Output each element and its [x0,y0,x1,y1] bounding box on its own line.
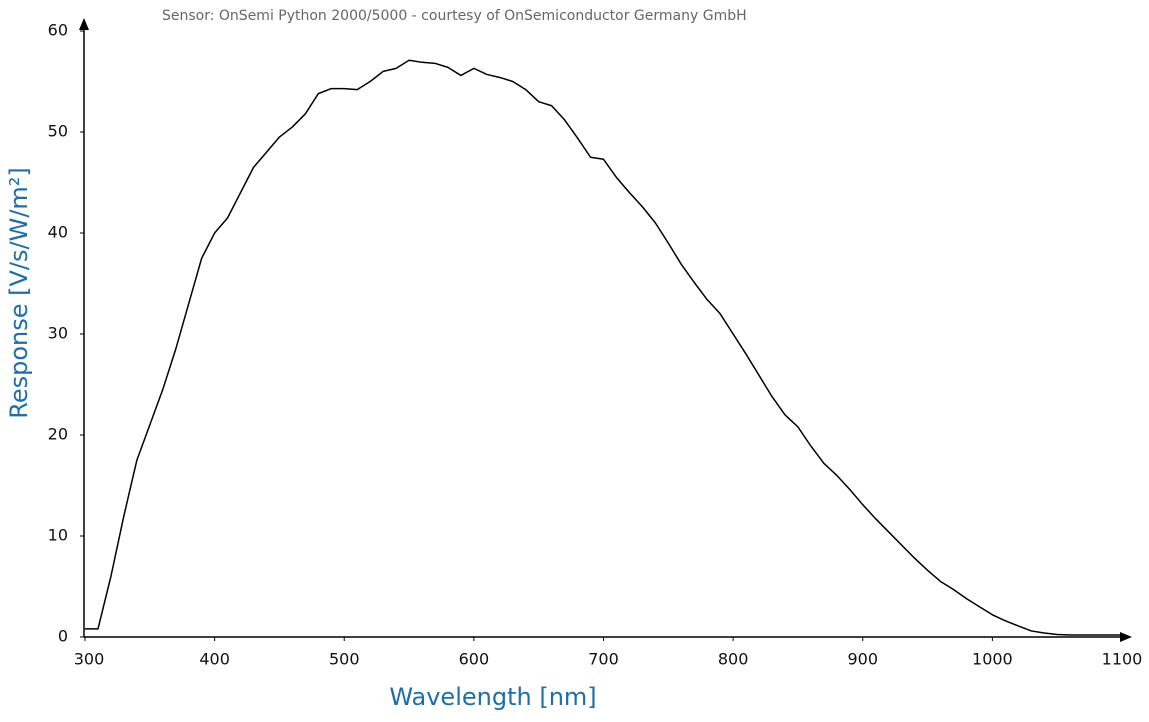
x-tick-label: 400 [199,650,230,669]
y-tick-label: 30 [48,324,68,343]
x-tick-label: 1100 [1102,650,1143,669]
y-axis-title: Response [V/s/W/m²] [5,167,33,419]
x-tick-label: 1000 [972,650,1013,669]
y-tick-label: 60 [48,21,68,40]
y-axis-arrow [79,18,89,30]
x-axis-title: Wavelength [nm] [389,683,596,711]
x-tick-label: 500 [329,650,360,669]
x-tick-label: 300 [74,650,105,669]
y-tick-label: 40 [48,223,68,242]
y-tick-label: 50 [48,122,68,141]
y-tick-label: 10 [48,526,68,545]
x-tick-label: 900 [847,650,878,669]
data-line [85,59,1122,636]
x-tick-label: 600 [459,650,490,669]
y-tick-label: 20 [48,425,68,444]
chart-subtitle: Sensor: OnSemi Python 2000/5000 - courte… [162,8,747,24]
x-tick-label: 800 [718,650,749,669]
x-tick-label: 700 [588,650,619,669]
x-axis-arrow [1120,632,1132,642]
y-tick-label: 0 [58,627,68,646]
